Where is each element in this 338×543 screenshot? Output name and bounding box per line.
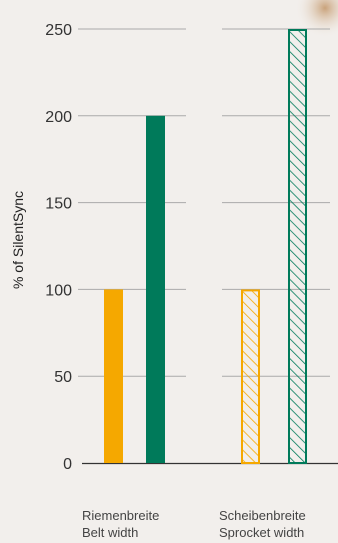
y-tick-label: 50 bbox=[54, 369, 72, 386]
y-tick-label: 200 bbox=[45, 109, 72, 126]
category-labels: Riemenbreite Belt width Scheibenbreite Spro… bbox=[82, 508, 306, 540]
y-axis-label: % of SilentSync bbox=[10, 191, 26, 289]
bar bbox=[104, 289, 123, 463]
bar-hatched bbox=[288, 29, 307, 464]
y-tick-label: 150 bbox=[45, 196, 72, 213]
y-tick-label: 100 bbox=[45, 282, 72, 299]
category-sublabel: Sprocket width bbox=[219, 525, 304, 540]
y-tick-label: 0 bbox=[63, 456, 72, 473]
y-tick-label: 250 bbox=[45, 22, 72, 39]
grid-lines bbox=[78, 28, 330, 377]
y-tick-labels: 0 50 100 150 200 250 bbox=[45, 22, 72, 473]
bar-hatched bbox=[241, 289, 260, 464]
category-label: Scheibenbreite bbox=[219, 508, 306, 523]
category-sublabel: Belt width bbox=[82, 525, 138, 540]
category-label: Riemenbreite bbox=[82, 508, 159, 523]
product-image-fragment bbox=[295, 0, 338, 38]
bar bbox=[146, 115, 165, 464]
bars bbox=[104, 29, 307, 464]
